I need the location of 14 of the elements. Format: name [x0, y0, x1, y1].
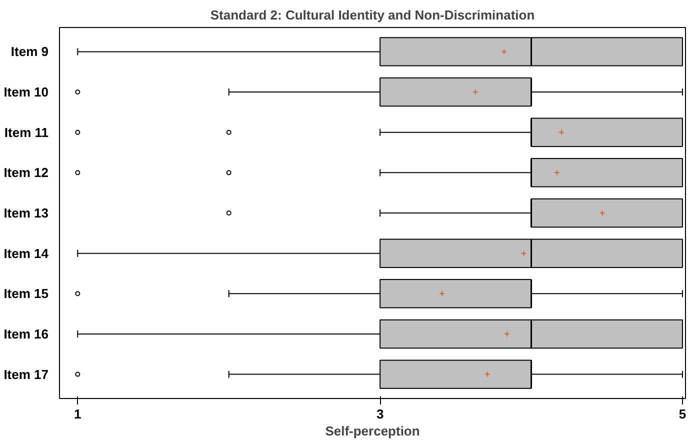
y-tick-label: Item 17	[4, 366, 49, 382]
y-tick-label: Item 14	[4, 246, 50, 261]
y-tick-label: Item 16	[4, 326, 49, 342]
chart-title: Standard 2: Cultural Identity and Non-Discrimination	[210, 8, 535, 22]
x-tick-label: 3	[376, 406, 384, 422]
y-tick-label: Item 11	[4, 124, 49, 140]
y-tick-label: Item 10	[4, 84, 49, 100]
y-tick-label: Item 15	[4, 286, 49, 302]
y-tick-label: Item 12	[4, 165, 49, 180]
x-tick-label: 1	[74, 406, 82, 422]
y-tick-label: Item 13	[4, 206, 49, 220]
y-tick-label: Item 9	[10, 44, 49, 60]
x-tick-label: 5	[678, 406, 686, 422]
x-axis-title: Self-perception	[325, 424, 420, 438]
